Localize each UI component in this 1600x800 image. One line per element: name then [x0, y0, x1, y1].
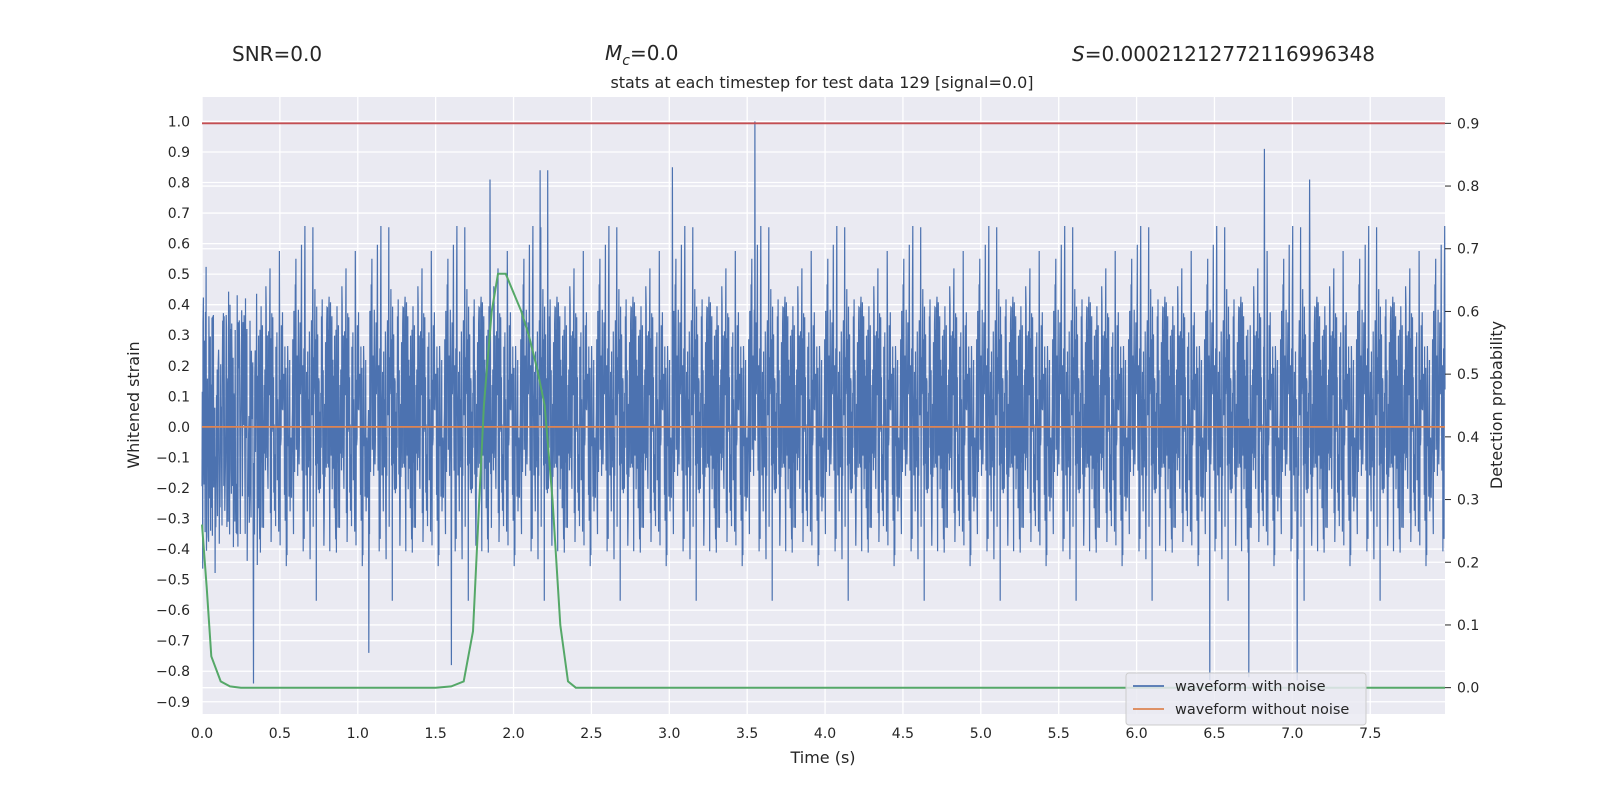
y-right-tick-label: 0.7	[1457, 242, 1479, 258]
y-axis-left-ticks: −0.9 −0.8 −0.7 −0.6 −0.5 −0.4 −0.3 −0.2 −0.1 0.0 0…	[156, 114, 190, 710]
y-right-tick-label: 0.1	[1457, 618, 1479, 634]
legend-label-noise: waveform with noise	[1175, 679, 1326, 695]
y-left-tick-label: −0.6	[156, 603, 190, 619]
series-waveform-with-noise	[201, 121, 1446, 684]
y-left-tick-label: −0.3	[156, 512, 190, 528]
y-right-tick-label: 0.8	[1457, 179, 1479, 195]
y-left-tick-label: −0.5	[156, 573, 190, 589]
y-left-tick-label: −0.8	[156, 664, 190, 680]
x-axis-label: Time (s)	[789, 748, 855, 767]
x-tick-label: 7.0	[1281, 726, 1303, 742]
x-tick-label: 5.0	[970, 726, 992, 742]
y-axis-left-label: Whitened strain	[124, 341, 143, 468]
x-tick-label: 3.5	[736, 726, 758, 742]
chart-title: stats at each timestep for test data 129…	[610, 73, 1033, 92]
legend-label-clean: waveform without noise	[1175, 702, 1349, 718]
y-left-tick-label: −0.7	[156, 634, 190, 650]
y-left-tick-label: 0.4	[168, 298, 190, 314]
y-left-tick-label: −0.2	[156, 481, 190, 497]
x-tick-label: 1.0	[347, 726, 369, 742]
x-tick-label: 2.5	[580, 726, 602, 742]
y-left-tick-label: 0.1	[168, 389, 190, 405]
noise-waveform-line	[201, 121, 1446, 684]
x-axis-ticks: 0.0 0.5 1.0 1.5 2.0 2.5 3.0 3.5 4.0 4.5 5.0 5.5 6.0 6…	[191, 726, 1381, 742]
chirp-mass-label: Mc=0.0	[605, 41, 679, 69]
y-right-tick-label: 0.3	[1457, 493, 1479, 509]
x-tick-label: 4.5	[892, 726, 914, 742]
legend: waveform with noise waveform without noi…	[1125, 672, 1367, 726]
y-left-tick-label: −0.1	[156, 450, 190, 466]
y-axis-right-ticks: 0.0 0.1 0.2 0.3 0.4 0.5 0.6 0.7 0.8 0.9	[1445, 116, 1479, 697]
y-left-tick-label: 0.7	[168, 206, 190, 222]
y-left-tick-label: 0.5	[168, 267, 190, 283]
y-left-tick-label: −0.9	[156, 695, 190, 711]
y-left-tick-label: 0.9	[168, 145, 190, 161]
x-tick-label: 0.0	[191, 726, 213, 742]
detection-probability-line	[201, 272, 1445, 689]
y-right-tick-label: 0.4	[1457, 430, 1479, 446]
y-left-tick-label: 0.0	[168, 420, 190, 436]
x-tick-label: 5.5	[1048, 726, 1070, 742]
x-tick-label: 6.5	[1203, 726, 1225, 742]
s-stat-label: S=0.00021212772116996348	[1072, 42, 1375, 66]
x-tick-label: 1.5	[425, 726, 447, 742]
y-left-tick-label: −0.4	[156, 542, 190, 558]
x-tick-label: 2.0	[502, 726, 524, 742]
legend-box	[1125, 672, 1367, 726]
y-right-tick-label: 0.2	[1457, 555, 1479, 571]
x-tick-label: 0.5	[269, 726, 291, 742]
y-axis-right-label: Detection probability	[1487, 321, 1506, 489]
x-tick-label: 6.0	[1125, 726, 1147, 742]
y-right-tick-label: 0.0	[1457, 681, 1479, 697]
y-right-tick-label: 0.6	[1457, 304, 1479, 320]
y-left-tick-label: 1.0	[168, 114, 190, 130]
y-right-tick-label: 0.9	[1457, 116, 1479, 132]
x-tick-label: 3.0	[658, 726, 680, 742]
x-tick-label: 4.0	[814, 726, 836, 742]
y-left-tick-label: 0.2	[168, 359, 190, 375]
y-left-tick-label: 0.6	[168, 237, 190, 253]
x-tick-label: 7.5	[1359, 726, 1381, 742]
series-detection-probability-layer	[201, 272, 1445, 689]
y-right-tick-label: 0.5	[1457, 367, 1479, 383]
y-left-tick-label: 0.8	[168, 176, 190, 192]
y-left-tick-label: 0.3	[168, 328, 190, 344]
snr-label: SNR=0.0	[232, 42, 322, 66]
